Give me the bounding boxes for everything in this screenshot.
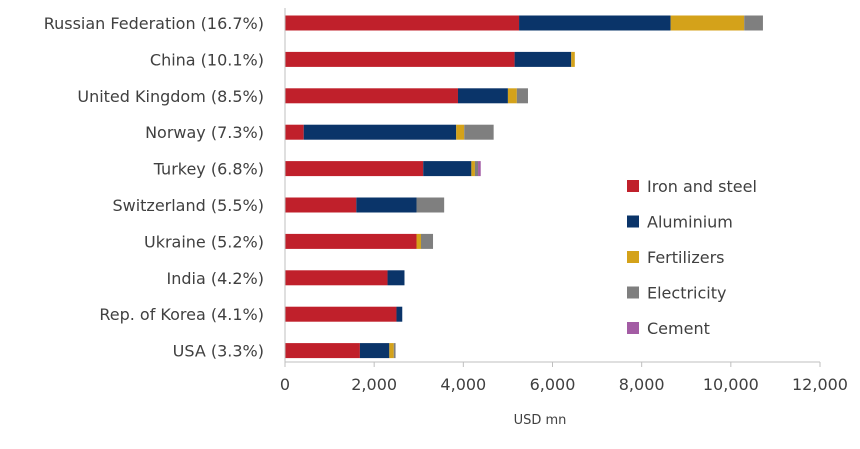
legend-label-0: Iron and steel [647,177,757,196]
bar-segment-7-0 [285,270,388,286]
bars-layer [285,15,763,359]
category-label-1: China (10.1%) [150,50,264,69]
category-label-7: India (4.2%) [167,269,264,288]
bar-segment-0-0 [285,15,520,31]
bar-segment-5-3 [416,197,445,213]
bar-segment-4-3 [474,161,479,177]
category-label-3: Norway (7.3%) [145,123,264,142]
category-label-0: Russian Federation (16.7%) [44,14,264,33]
category-label-6: Ukraine (5.2%) [144,232,264,251]
legend-label-2: Fertilizers [647,248,725,267]
x-tick-label-5: 10,000 [703,375,759,394]
bar-segment-3-2 [456,124,465,140]
legend-label-3: Electricity [647,284,726,303]
legend-swatch-2 [627,251,639,263]
bar-segment-2-3 [516,88,528,104]
legend: Iron and steel Aluminium Fertilizers Electr… [627,177,757,338]
bar-segment-0-2 [670,15,745,31]
bar-segment-2-2 [507,88,517,104]
bar-segment-6-3 [420,233,434,249]
bar-segment-4-0 [285,161,424,177]
bar-segment-1-0 [285,51,515,67]
legend-swatch-0 [627,180,639,192]
category-labels: Russian Federation (16.7%) China (10.1%) U… [44,14,264,361]
bar-segment-6-2 [416,233,421,249]
bar-segment-4-4 [478,161,481,177]
bar-segment-4-1 [423,161,472,177]
bar-segment-3-0 [285,124,304,140]
bar-segment-5-1 [356,197,417,213]
bar-segment-7-1 [387,270,405,286]
bar-segment-4-2 [471,161,475,177]
bar-segment-9-3 [393,343,396,359]
x-tick-label-3: 6,000 [530,375,576,394]
bar-segment-1-1 [514,51,572,67]
legend-swatch-3 [627,286,639,299]
bar-segment-3-3 [464,124,494,140]
x-tick-label-2: 4,000 [440,375,486,394]
legend-swatch-4 [627,322,639,334]
bar-segment-9-1 [359,343,390,359]
bar-segment-3-1 [303,124,457,140]
x-axis: 0 2,000 4,000 6,000 8,000 10,000 12,000 [280,8,848,394]
category-label-2: United Kingdom (8.5%) [77,87,264,106]
bar-segment-9-2 [389,343,394,359]
bar-segment-5-0 [285,197,357,213]
legend-swatch-1 [627,215,639,228]
x-axis-title: USD mn [514,413,567,428]
category-label-5: Switzerland (5.5%) [112,196,264,215]
bar-segment-9-0 [285,343,360,359]
category-label-8: Rep. of Korea (4.1%) [99,305,264,324]
x-tick-label-6: 12,000 [792,375,848,394]
bar-segment-1-2 [571,51,575,67]
bar-segment-2-0 [285,88,458,104]
category-label-4: Turkey (6.8%) [153,160,264,179]
bar-segment-8-0 [285,306,397,322]
bar-segment-0-3 [744,15,763,31]
bar-segment-2-1 [457,88,508,104]
category-label-9: USA (3.3%) [173,342,264,361]
x-tick-label-0: 0 [280,375,290,394]
bar-segment-8-1 [396,306,403,322]
legend-label-4: Cement [647,319,710,338]
bar-segment-0-1 [519,15,671,31]
x-tick-label-4: 8,000 [619,375,665,394]
bar-segment-6-0 [285,233,417,249]
legend-label-1: Aluminium [647,213,733,232]
x-tick-label-1: 2,000 [351,375,397,394]
